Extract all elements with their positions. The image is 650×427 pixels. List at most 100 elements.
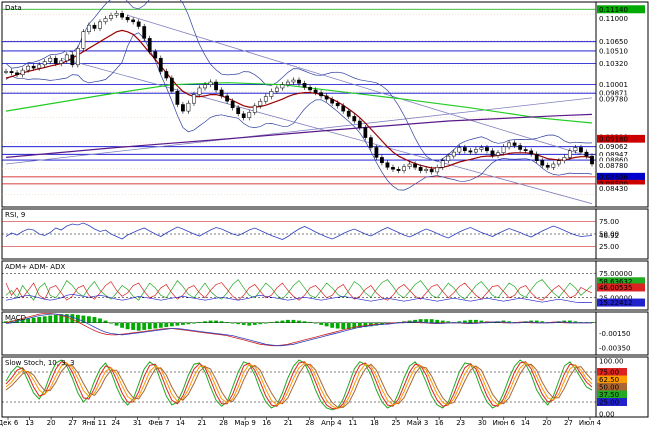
price-tag-bg bbox=[597, 161, 645, 170]
candle-body bbox=[230, 100, 235, 109]
price-tag-label: 0.08780 bbox=[599, 162, 628, 170]
candle-body bbox=[37, 64, 42, 69]
candle-body bbox=[208, 81, 213, 85]
candle-body bbox=[125, 16, 130, 21]
candle-body bbox=[407, 163, 412, 167]
macd-histogram-bar bbox=[440, 320, 445, 323]
macd-histogram-bar bbox=[125, 322, 130, 330]
price-tag-label: 0.11000 bbox=[599, 15, 628, 23]
macd-histogram-bar bbox=[286, 319, 290, 323]
x-tick-label: 13 bbox=[25, 419, 34, 427]
macd-histogram-bar bbox=[357, 322, 362, 328]
macd-histogram-bar bbox=[291, 319, 296, 323]
candle-body bbox=[518, 145, 523, 150]
candle-body bbox=[341, 105, 346, 112]
adx-axis-label: 25.00000 bbox=[599, 294, 632, 302]
macd-histogram-bar bbox=[308, 322, 312, 323]
price-tag-bg bbox=[597, 134, 645, 143]
macd-histogram-bar bbox=[335, 322, 340, 329]
macd-histogram-bar bbox=[363, 322, 368, 328]
candle-body bbox=[385, 162, 390, 168]
macd-histogram-bar bbox=[136, 322, 141, 331]
stoch-axis-label: 62.50 bbox=[599, 376, 619, 384]
macd-histogram-bar bbox=[147, 322, 152, 330]
candle-body bbox=[98, 21, 102, 29]
candle-body bbox=[556, 160, 561, 165]
candle-body bbox=[523, 149, 528, 152]
price-tag-label: 0.08606 bbox=[599, 173, 628, 181]
axis-frame-macd bbox=[595, 311, 649, 356]
price-tag-bg bbox=[597, 14, 645, 23]
price-tag-bg bbox=[597, 46, 645, 55]
candle-body bbox=[197, 87, 202, 95]
macd-histogram-bar bbox=[120, 322, 125, 328]
rsi-axis-label: 46.92 bbox=[599, 232, 619, 240]
adx-tag-bg bbox=[597, 277, 645, 286]
macd-histogram-bar bbox=[142, 322, 147, 330]
candle-body bbox=[120, 12, 124, 18]
x-tick-label: 20 bbox=[542, 419, 551, 427]
x-tick-label: 28 bbox=[305, 419, 314, 427]
macd-histogram-bar bbox=[81, 315, 86, 323]
candle-body bbox=[219, 89, 224, 97]
rsi-panel-title: RSI, 9 bbox=[5, 211, 25, 219]
candle-body bbox=[429, 169, 434, 173]
candle-body bbox=[136, 21, 141, 27]
x-tick-label: 16 bbox=[435, 419, 444, 427]
adx-axis-label: 46.00535 bbox=[599, 284, 632, 292]
trend-line bbox=[5, 97, 593, 165]
macd-histogram-bar bbox=[131, 322, 136, 330]
stoch-panel-title: Slow Stoch, 10, 3, 3 bbox=[5, 359, 75, 367]
macd-histogram-bar bbox=[114, 322, 119, 326]
x-tick-label: Мар 9 bbox=[234, 419, 255, 427]
price-tag-label: 0.10320 bbox=[599, 60, 628, 68]
x-tick-label: 23 bbox=[456, 419, 465, 427]
x-tick-label: 11 bbox=[348, 419, 357, 427]
candle-body bbox=[214, 81, 218, 91]
price-tag-label: 0.08947 bbox=[599, 151, 628, 159]
macd-histogram-bar bbox=[4, 321, 8, 323]
macd-histogram-bar bbox=[319, 322, 324, 325]
candle-body bbox=[70, 54, 75, 66]
candle-body bbox=[53, 57, 58, 64]
candle-body bbox=[468, 150, 473, 153]
price-panel-title: Data bbox=[5, 4, 22, 12]
bollinger-lower bbox=[5, 32, 593, 191]
x-tick-label: 31 bbox=[133, 419, 142, 427]
candle-body bbox=[567, 150, 572, 158]
candle-body bbox=[490, 150, 495, 156]
price-tag-bg bbox=[597, 95, 645, 104]
candle-body bbox=[142, 26, 147, 39]
price-tag-bg bbox=[597, 80, 645, 89]
stoch-axis-label: 25.00 bbox=[599, 399, 619, 407]
macd-histogram-bar bbox=[352, 322, 357, 329]
macd-histogram-bar bbox=[468, 319, 473, 323]
candle-body bbox=[551, 163, 556, 168]
stoch-tag-bg bbox=[597, 390, 627, 399]
ma-fast-line bbox=[5, 29, 593, 169]
price-tag-bg bbox=[597, 156, 645, 165]
adx-series-line-2 bbox=[5, 293, 592, 303]
candle-body bbox=[158, 57, 163, 72]
macd-histogram-bar bbox=[280, 320, 285, 323]
stoch-axis-label: 100.00 bbox=[599, 358, 624, 366]
macd-histogram-bar bbox=[153, 322, 158, 329]
candle-body bbox=[396, 169, 401, 171]
candle-body bbox=[147, 38, 152, 52]
price-tag-label: 0.09062 bbox=[599, 143, 628, 151]
candle-body bbox=[501, 146, 506, 154]
candle-body bbox=[584, 151, 589, 157]
candle-body bbox=[31, 65, 36, 69]
bollinger-upper bbox=[5, 0, 593, 162]
rsi-line bbox=[5, 222, 593, 240]
price-tag-label: 0.09780 bbox=[599, 96, 628, 104]
candle-body bbox=[579, 147, 583, 153]
candle-body bbox=[103, 18, 108, 23]
price-tag-bg bbox=[597, 89, 645, 98]
price-tag-label: 0.08500 bbox=[599, 180, 628, 188]
macd-histogram-bar bbox=[429, 319, 434, 323]
macd-histogram-bar bbox=[103, 320, 108, 323]
macd-histogram-bar bbox=[413, 319, 418, 323]
macd-histogram-bar bbox=[31, 317, 36, 323]
candle-body bbox=[357, 120, 362, 128]
